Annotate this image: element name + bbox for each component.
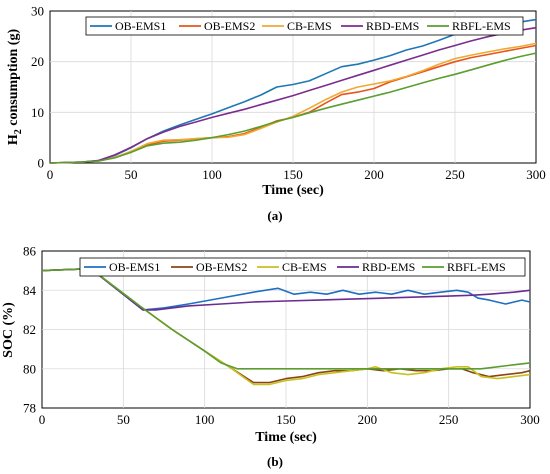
chart-b-legend-label-ob-ems1: OB-EMS1 [109,260,160,274]
chart-b-series-rbfl-ems [41,267,531,370]
chart-b-xtick-label: 200 [358,412,378,427]
chart-a-legend-label-ob-ems1: OB-EMS1 [115,19,166,33]
chart-a-series [49,18,537,164]
chart-b-xtick-label: 0 [39,412,46,427]
chart-a-caption: (a) [267,208,282,223]
chart-a-xtick-label: 250 [445,167,465,182]
chart-a-series-rbfl-ems [49,52,537,164]
chart-a-ytick-label: 10 [31,105,44,120]
chart-a-ylabel-rest: consumption (g) [6,29,21,130]
chart-a-xtick-label: 50 [125,167,138,182]
chart-a-legend-box [85,16,524,36]
chart-a-xtick-label: 200 [364,167,384,182]
chart-a-legend-label-rbd-ems: RBD-EMS [366,19,419,33]
chart-b-legend-label-ob-ems2: OB-EMS2 [196,260,247,274]
chart-a-xtick-label: 300 [526,167,546,182]
chart-a-xtick-label: 100 [202,167,222,182]
chart-b-xtick-label: 50 [117,412,130,427]
chart-b-legend-label-cb-ems: CB-EMS [282,260,327,274]
chart-a-ytick-label: 30 [31,4,44,19]
chart-b-ylabel: SOC (%) [1,302,16,358]
chart-b-legend-box [79,257,526,277]
chart-a-ylabel-sub: 2 [13,129,24,134]
chart-b-series [41,267,531,386]
chart-a-ytick-label: 20 [31,54,44,69]
chart-b-xtick-label: 100 [195,412,215,427]
chart-b-xlabel: Time (sec) [255,430,317,445]
chart-b-series-rbd-ems [41,267,531,311]
chart-a-ytick-label: 0 [38,156,45,171]
chart-a-legend-label-rbfl-ems: RBFL-EMS [452,19,511,33]
chart-b-ytick-label: 80 [23,361,36,376]
chart-b-ytick-label: 82 [23,322,36,337]
chart-a-legend: OB-EMS1 OB-EMS2 CB-EMS RBD-EMS RBFL-EMS [85,16,524,36]
chart-b-legend: OB-EMS1 OB-EMS2 CB-EMS RBD-EMS RBFL-EMS [79,257,526,277]
chart-b-legend-label-rbd-ems: RBD-EMS [362,260,415,274]
chart-a-xlabel: Time (sec) [262,183,324,198]
chart-a-series-cb-ems [49,42,537,164]
chart-a-ylabel: H2 consumption (g) [6,29,24,146]
chart-b-xtick-label: 150 [276,412,296,427]
chart-b-xtick-label: 300 [520,412,540,427]
chart-b-xtick-label: 250 [439,412,459,427]
chart-a: 0 50 100 150 200 250 300 0 10 20 30 Time (sec) H2 … [6,4,546,224]
chart-a-legend-label-ob-ems2: OB-EMS2 [204,19,255,33]
chart-a-ylabel-main: H [6,134,21,145]
chart-b-caption: (b) [267,454,283,469]
chart-a-series-rbd-ems [49,26,537,164]
chart-a-legend-label-cb-ems: CB-EMS [287,19,332,33]
chart-b-ytick-label: 78 [23,401,36,416]
chart-b-legend-label-rbfl-ems: RBFL-EMS [447,260,506,274]
chart-b-series-ob-ems1 [41,267,531,311]
chart-b-ytick-label: 84 [23,283,37,298]
chart-a-ticks: 0 50 100 150 200 250 300 0 10 20 30 [31,4,546,183]
chart-b-ytick-label: 86 [23,244,37,259]
chart-a-xtick-label: 150 [283,167,303,182]
chart-b-ticks: 0 50 100 150 200 250 300 78 80 82 84 86 [23,244,540,428]
chart-a-xtick-label: 0 [47,167,54,182]
